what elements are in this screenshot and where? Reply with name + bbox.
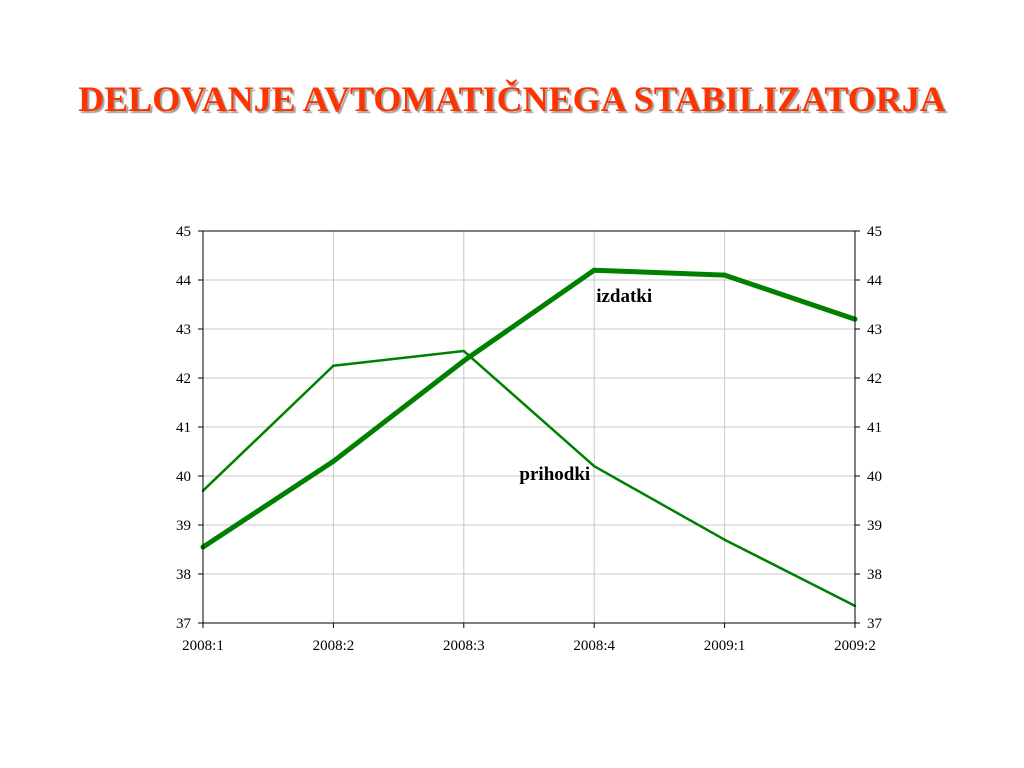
data-point-prihodki xyxy=(462,349,466,353)
data-point-prihodki xyxy=(592,464,596,468)
x-tick-label: 2008:3 xyxy=(443,638,485,654)
y-tick-label-left: 37 xyxy=(176,616,192,632)
y-tick-label-left: 44 xyxy=(176,273,192,289)
y-tick-label-left: 39 xyxy=(176,518,191,534)
slide-title: DELOVANJE AVTOMATIČNEGA STABILIZATORJA xyxy=(78,79,946,119)
x-tick-label: 2008:1 xyxy=(182,638,224,654)
x-tick-label: 2008:2 xyxy=(313,638,355,654)
x-tick-label: 2009:1 xyxy=(704,638,746,654)
series-line-izdatki xyxy=(201,267,856,550)
y-tick-label-right: 42 xyxy=(867,371,882,387)
x-tick-label: 2009:2 xyxy=(834,638,876,654)
series-label-prihodki: prihodki xyxy=(519,464,590,485)
y-tick-label-right: 41 xyxy=(867,420,882,436)
data-point-izdatki xyxy=(330,458,336,464)
y-tick-label-left: 45 xyxy=(176,224,191,240)
x-tick-label: 2008:4 xyxy=(573,638,615,654)
series-label-izdatki: izdatki xyxy=(596,286,652,307)
series-line-prihodki xyxy=(202,349,856,607)
label-layer: 37 37 38 38 39 39 40 40 41 41 42 42 43 43 44 44 45 45 2008… xyxy=(176,224,883,654)
y-tick-label-right: 38 xyxy=(867,567,882,583)
y-tick-label-right: 45 xyxy=(867,224,882,240)
y-tick-label-right: 43 xyxy=(867,322,882,338)
data-point-izdatki xyxy=(461,358,467,364)
data-point-izdatki xyxy=(722,272,728,278)
y-tick-label-right: 44 xyxy=(867,273,883,289)
data-point-prihodki xyxy=(723,538,726,541)
grid-layer xyxy=(202,230,856,624)
y-tick-label-left: 40 xyxy=(176,469,191,485)
y-tick-label-left: 42 xyxy=(176,371,191,387)
tick-layer xyxy=(198,230,860,628)
y-tick-label-left: 41 xyxy=(176,420,191,436)
y-tick-label-left: 38 xyxy=(176,567,191,583)
y-tick-label-right: 37 xyxy=(867,616,883,632)
y-tick-label-left: 43 xyxy=(176,322,191,338)
series-layer xyxy=(200,267,858,608)
data-point-prihodki xyxy=(332,364,335,367)
y-tick-label-right: 40 xyxy=(867,469,882,485)
data-point-izdatki xyxy=(591,267,597,273)
y-tick-label-right: 39 xyxy=(867,518,882,534)
